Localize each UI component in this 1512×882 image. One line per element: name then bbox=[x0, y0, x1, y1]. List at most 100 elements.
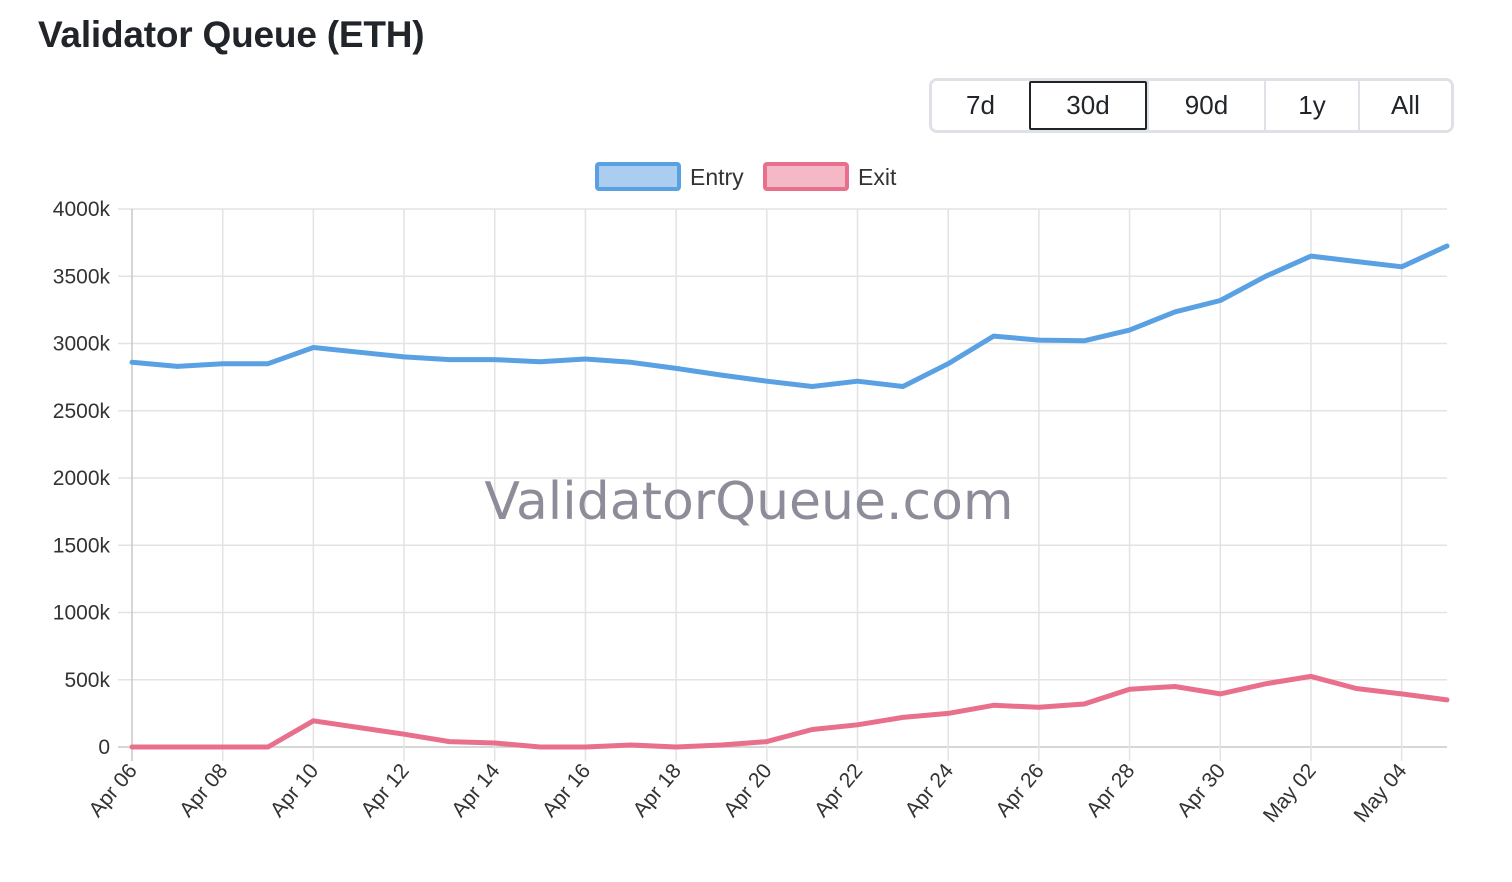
y-tick-label: 3500k bbox=[53, 265, 111, 288]
data-point-entry bbox=[356, 350, 361, 355]
x-tick-label: Apr 24 bbox=[901, 759, 959, 821]
data-point-entry bbox=[311, 345, 316, 350]
data-point-entry bbox=[175, 364, 180, 369]
data-point-entry bbox=[1172, 309, 1177, 314]
x-tick-label: Apr 10 bbox=[266, 759, 323, 821]
x-tick-label: Apr 30 bbox=[1173, 759, 1230, 821]
data-point-exit bbox=[583, 745, 588, 750]
data-point-exit bbox=[130, 745, 135, 750]
data-point-exit bbox=[175, 745, 180, 750]
y-tick-label: 2500k bbox=[53, 400, 111, 423]
x-tick-label: Apr 14 bbox=[447, 759, 505, 821]
watermark: ValidatorQueue.com bbox=[484, 472, 1013, 532]
y-tick-label: 2000k bbox=[53, 467, 111, 490]
data-point-exit bbox=[855, 722, 860, 727]
y-tick-label: 4000k bbox=[53, 198, 111, 221]
data-point-entry bbox=[538, 359, 543, 364]
y-tick-label: 1500k bbox=[53, 534, 111, 557]
data-point-exit bbox=[538, 745, 543, 750]
data-point-exit bbox=[674, 745, 679, 750]
data-point-exit bbox=[1127, 687, 1132, 692]
data-point-entry bbox=[810, 384, 815, 389]
legend-label-entry[interactable]: Entry bbox=[690, 164, 744, 190]
x-tick-label: Apr 12 bbox=[357, 759, 414, 821]
data-point-entry bbox=[1308, 254, 1313, 259]
data-point-entry bbox=[402, 354, 407, 359]
data-point-entry bbox=[1263, 274, 1268, 279]
data-point-exit bbox=[1218, 691, 1223, 696]
data-point-entry bbox=[220, 361, 225, 366]
data-point-entry bbox=[447, 357, 452, 362]
x-tick-label: May 02 bbox=[1259, 759, 1321, 827]
x-tick-label: Apr 26 bbox=[991, 759, 1048, 821]
data-point-exit bbox=[1172, 684, 1177, 689]
range-7d-button[interactable]: 7d bbox=[932, 81, 1029, 130]
data-point-entry bbox=[764, 379, 769, 384]
data-point-exit bbox=[946, 711, 951, 716]
y-tick-label: 500k bbox=[64, 669, 110, 692]
data-point-exit bbox=[356, 725, 361, 730]
data-point-entry bbox=[1082, 338, 1087, 343]
data-point-exit bbox=[1354, 686, 1359, 691]
data-point-entry bbox=[1127, 328, 1132, 333]
x-tick-label: Apr 08 bbox=[175, 759, 232, 821]
data-point-exit bbox=[1263, 681, 1268, 686]
data-point-exit bbox=[810, 727, 815, 732]
data-point-exit bbox=[447, 739, 452, 744]
grid bbox=[118, 208, 1447, 761]
data-point-entry bbox=[583, 356, 588, 361]
data-point-exit bbox=[1445, 697, 1450, 702]
legend-swatch-entry[interactable] bbox=[595, 162, 681, 191]
data-point-exit bbox=[220, 745, 225, 750]
range-1y-button[interactable]: 1y bbox=[1264, 81, 1358, 130]
series-lines bbox=[129, 243, 1450, 750]
data-point-exit bbox=[1036, 705, 1041, 710]
data-point-entry bbox=[492, 357, 497, 362]
legend: Entry Exit bbox=[595, 162, 897, 191]
data-point-exit bbox=[900, 715, 905, 720]
data-point-entry bbox=[266, 361, 271, 366]
data-point-entry bbox=[900, 384, 905, 389]
y-tick-label: 0 bbox=[98, 736, 110, 759]
data-point-entry bbox=[1218, 298, 1223, 303]
page-title: Validator Queue (ETH) bbox=[38, 14, 425, 55]
data-point-entry bbox=[719, 373, 724, 378]
x-tick-label: Apr 18 bbox=[629, 759, 686, 821]
data-point-exit bbox=[1308, 674, 1313, 679]
data-point-entry bbox=[674, 366, 679, 371]
data-point-exit bbox=[402, 732, 407, 737]
x-tick-label: Apr 16 bbox=[538, 759, 595, 821]
x-tick-label: Apr 20 bbox=[719, 759, 776, 821]
data-point-entry bbox=[855, 379, 860, 384]
data-point-exit bbox=[266, 745, 271, 750]
data-point-entry bbox=[946, 361, 951, 366]
data-point-exit bbox=[628, 742, 633, 747]
line-chart: ValidatorQueue.com 0 500k 1000k 1500k 2000k 2… bbox=[53, 162, 1450, 827]
data-point-entry bbox=[1036, 338, 1041, 343]
data-point-exit bbox=[719, 742, 724, 747]
data-point-entry bbox=[130, 360, 135, 365]
data-point-entry bbox=[1399, 264, 1404, 269]
range-selector: 7d 30d 90d 1y All bbox=[929, 78, 1454, 133]
series-line-exit bbox=[129, 673, 1450, 750]
legend-swatch-exit[interactable] bbox=[763, 162, 849, 191]
range-30d-button[interactable]: 30d bbox=[1029, 81, 1147, 130]
data-point-exit bbox=[991, 703, 996, 708]
x-tick-label: Apr 22 bbox=[810, 759, 867, 821]
legend-label-exit[interactable]: Exit bbox=[858, 164, 897, 190]
x-tick-label: May 04 bbox=[1350, 759, 1412, 827]
data-point-entry bbox=[1354, 259, 1359, 264]
data-point-entry bbox=[991, 334, 996, 339]
data-point-exit bbox=[311, 718, 316, 723]
data-point-entry bbox=[628, 360, 633, 365]
y-tick-label: 3000k bbox=[53, 333, 111, 356]
y-tick-label: 1000k bbox=[53, 602, 111, 625]
range-all-button[interactable]: All bbox=[1358, 81, 1451, 130]
data-point-entry bbox=[1445, 243, 1450, 248]
data-point-exit bbox=[492, 740, 497, 745]
data-point-exit bbox=[1082, 701, 1087, 706]
series-line-entry bbox=[129, 243, 1450, 389]
data-point-exit bbox=[1399, 691, 1404, 696]
range-90d-button[interactable]: 90d bbox=[1147, 81, 1264, 130]
x-tick-label: Apr 28 bbox=[1082, 759, 1139, 821]
